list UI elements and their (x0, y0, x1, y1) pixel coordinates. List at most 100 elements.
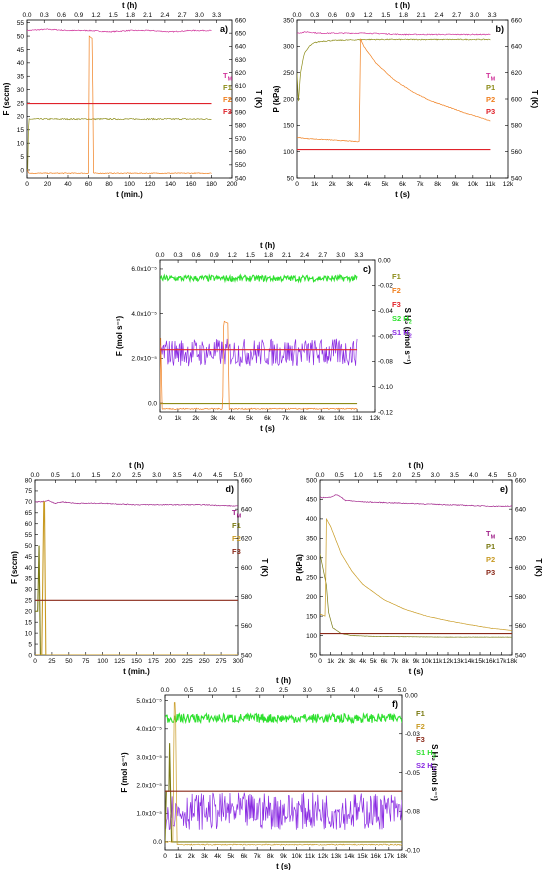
y2-tick-label: 600 (241, 565, 252, 572)
x2-tick-label: 2.1 (282, 252, 291, 259)
plot-area (27, 28, 212, 175)
x2-tick-label: 0.0 (155, 252, 164, 259)
y-tick-label: 50 (17, 33, 25, 40)
x-tick-label: 6k (264, 415, 272, 422)
y2-tick-label: 560 (511, 149, 522, 156)
y-tick-label: 40 (17, 60, 25, 67)
x2-axis-title: t (h) (260, 241, 275, 250)
legend-entry: F3 (223, 107, 232, 116)
y2-tick-label: 660 (235, 17, 246, 24)
x2-tick-label: 3.0 (152, 472, 161, 479)
y-tick-label: 60 (25, 521, 33, 528)
x-tick-label: 15k (475, 658, 486, 665)
x-tick-label: 160 (186, 181, 197, 188)
y2-tick-label: 660 (241, 477, 252, 484)
x-tick-label: 12k (370, 415, 381, 422)
x-tick-label: 3k (210, 415, 218, 422)
x-tick-label: 0 (25, 181, 29, 188)
x2-tick-label: 3.0 (336, 252, 345, 259)
x2-tick-label: 0.0 (30, 472, 39, 479)
legend-entry: TM (223, 71, 233, 83)
x-tick-label: 3k (201, 853, 209, 860)
x-tick-label: 6k (381, 658, 389, 665)
series-line-f2 (165, 702, 402, 846)
y2-tick-label: -0.08 (405, 809, 420, 816)
x-tick-label: 180 (206, 181, 217, 188)
y-tick-label: 200 (306, 594, 317, 601)
y-tick-label: 65 (25, 510, 33, 517)
series-line-f1 (165, 743, 402, 843)
y2-tick-label: 620 (515, 536, 526, 543)
x2-tick-label: 2.1 (417, 12, 426, 19)
y-tick-label: 15 (25, 619, 33, 626)
plot-frame (34, 479, 239, 656)
panel-label: a) (220, 24, 228, 34)
x-tick-label: 2k (329, 181, 337, 188)
y2-tick-label: -0.12 (378, 409, 393, 416)
x2-tick-label: 4.0 (469, 472, 478, 479)
x2-tick-label: 0.3 (40, 12, 49, 19)
y2-tick-label: 580 (511, 123, 522, 130)
x2-tick-label: 2.4 (434, 12, 443, 19)
legend-entry: TM (232, 508, 242, 520)
x2-tick-label: 0.0 (315, 472, 324, 479)
y2-tick-label: 590 (235, 109, 246, 116)
x2-tick-label: 3.0 (195, 12, 204, 19)
x-tick-label: 9k (318, 415, 326, 422)
y-tick-label: 500 (306, 477, 317, 484)
legend-entry: F2 (392, 286, 401, 295)
y-tick-label: 400 (306, 516, 317, 523)
y-tick-label: 4.0x10⁻⁵ (131, 311, 157, 318)
x2-tick-label: 2.4 (160, 12, 169, 19)
y-axis-title: F (sccm) (2, 82, 11, 115)
series-line-f1 (27, 117, 212, 170)
legend-entry: F3 (416, 735, 425, 744)
legend: F1 F2 F3 S2 H2 S1 H2 (392, 272, 412, 340)
series-line-s2-h2 (160, 273, 358, 284)
x-tick-label: 12k (318, 853, 329, 860)
y-tick-label: 150 (306, 613, 317, 620)
y2-tick-label: 560 (515, 623, 526, 630)
y-tick-label: 35 (17, 74, 25, 81)
legend-entry: P3 (486, 568, 495, 577)
x2-tick-label: 2.1 (143, 12, 152, 19)
panel-f: 0 1k 2k 3k 4k 5k 6k 7k 8k 9k 10k 11k 12k 13k 14k 15k 16k… (120, 676, 439, 870)
y2-tick-label: 560 (235, 149, 246, 156)
x2-tick-label: 3.5 (173, 472, 182, 479)
x2-tick-label: 0.9 (346, 12, 355, 19)
series-line-s2-h2 (165, 792, 402, 831)
y2-tick-label: 620 (511, 70, 522, 77)
y2-axis-title: S H₂ (µmol s⁻¹) (430, 744, 439, 801)
y2-tick-label: 580 (241, 594, 252, 601)
x-tick-label: 120 (145, 181, 156, 188)
x2-tick-label: 1.0 (354, 472, 363, 479)
x-tick-label: 9k (280, 853, 288, 860)
x2-tick-label: 4.5 (488, 472, 497, 479)
y2-tick-label: -0.05 (405, 770, 420, 777)
y2-tick-label: 540 (511, 175, 522, 182)
x-tick-label: 0 (163, 853, 167, 860)
y2-tick-label: 580 (515, 594, 526, 601)
x-tick-label: 100 (97, 658, 108, 665)
x-tick-label: 17k (496, 658, 507, 665)
x-axis-title: t (s) (409, 667, 424, 676)
x2-tick-label: 2.5 (411, 472, 420, 479)
y-tick-label: 0 (28, 652, 32, 659)
x-tick-label: 14k (464, 658, 475, 665)
plot-frame (26, 19, 233, 179)
y-tick-label: 55 (17, 20, 25, 27)
legend-entry: P1 (486, 83, 495, 92)
x-tick-label: 20 (44, 181, 52, 188)
y2-tick-label: 640 (235, 44, 246, 51)
x-axis-title: t (s) (260, 424, 275, 433)
x-tick-label: 1k (174, 415, 182, 422)
x2-tick-label: 2.5 (279, 687, 288, 694)
y2-tick-label: 660 (515, 477, 526, 484)
plot-area (165, 702, 402, 846)
x-tick-label: 13k (453, 658, 464, 665)
x2-tick-label: 4.5 (213, 472, 222, 479)
x2-tick-label: 2.4 (300, 252, 309, 259)
